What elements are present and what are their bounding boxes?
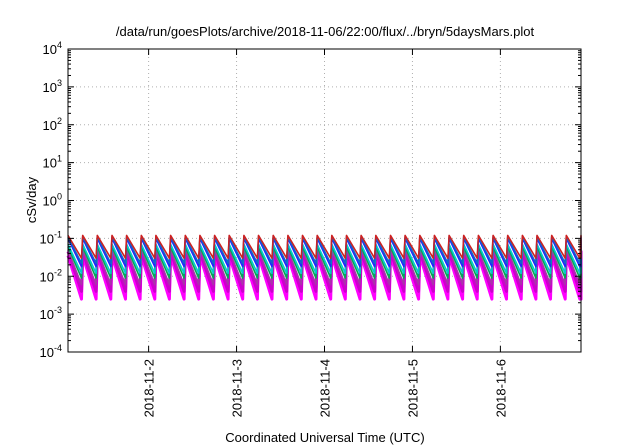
- grid-lines: [68, 49, 581, 352]
- chart-title: /data/run/goesPlots/archive/2018-11-06/2…: [116, 24, 535, 39]
- y-axis-label: cSv/day: [24, 176, 39, 223]
- x-tick-label: 2018-11-6: [493, 359, 508, 417]
- y-axis: 10-4 10-3 10-2 10-1 100 101 102 103 104: [40, 40, 581, 360]
- y-tick-label: 102: [43, 116, 62, 133]
- x-tick-label: 2018-11-3: [230, 359, 245, 417]
- y-tick-label: 101: [43, 154, 62, 171]
- x-tick-label: 2018-11-5: [405, 359, 420, 417]
- y-tick-label: 10-1: [40, 229, 62, 246]
- y-tick-label: 100: [43, 192, 62, 209]
- series-line: [67, 234, 582, 259]
- x-axis: 2018-11-2 2018-11-3 2018-11-4 2018-11-5 2018…: [142, 49, 508, 417]
- x-tick-label: 2018-11-2: [142, 359, 157, 417]
- plot-series: [66, 234, 583, 301]
- y-tick-label: 10-2: [40, 267, 62, 284]
- y-tick-label: 10-3: [40, 305, 62, 322]
- y-tick-label: 103: [43, 78, 62, 95]
- x-tick-label: 2018-11-4: [318, 359, 333, 417]
- y-tick-label: 104: [43, 40, 62, 57]
- x-axis-label: Coordinated Universal Time (UTC): [225, 430, 424, 445]
- y-tick-label: 10-4: [40, 343, 62, 360]
